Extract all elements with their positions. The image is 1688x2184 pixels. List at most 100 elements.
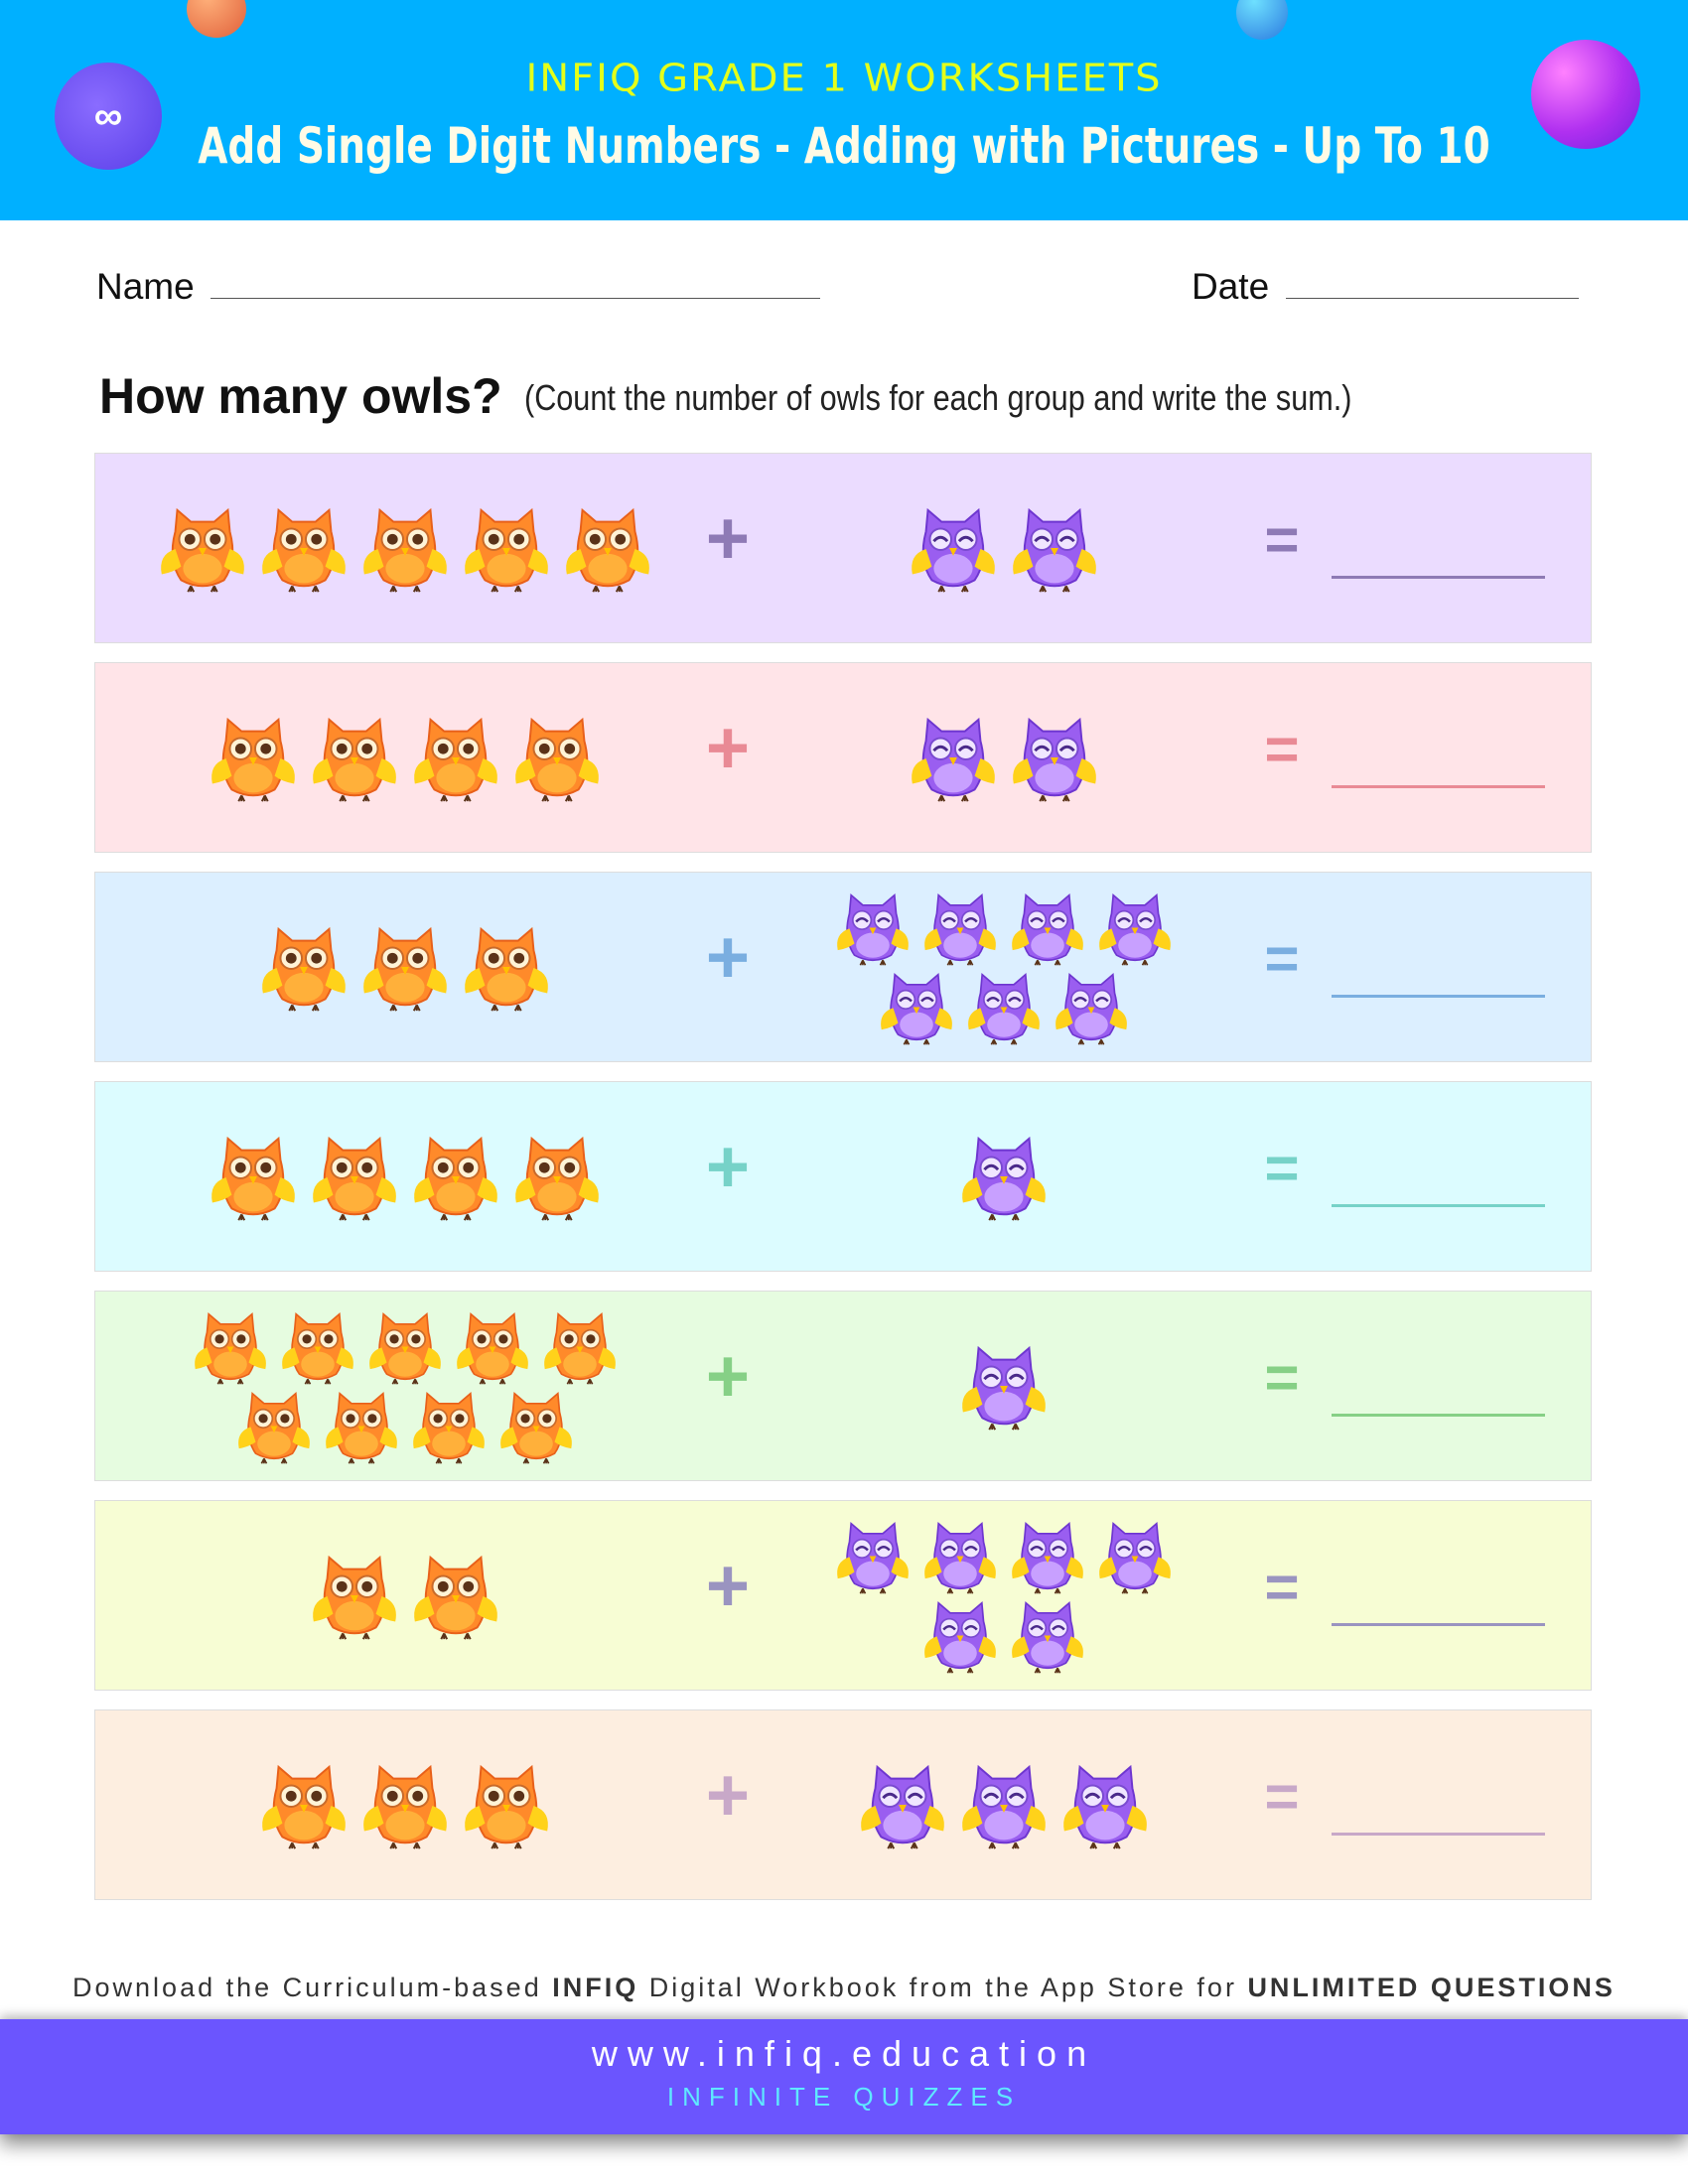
orange-owl-icon <box>262 1765 346 1850</box>
equals-sign: = <box>1264 1554 1300 1620</box>
problem-row: + = <box>94 872 1592 1062</box>
name-label: Name <box>96 266 195 307</box>
equals-sign: = <box>1264 925 1300 992</box>
orange-owl-icon <box>500 1392 572 1464</box>
orange-owl-icon <box>363 508 447 594</box>
orange-owl-group <box>157 873 653 1063</box>
answer-field[interactable] <box>1332 995 1545 998</box>
date-field[interactable] <box>1286 298 1579 299</box>
plus-sign: + <box>705 1753 751 1838</box>
answer-field[interactable] <box>1332 785 1545 788</box>
orange-owl-icon <box>262 927 346 1013</box>
plus-sign: + <box>705 496 751 581</box>
orange-owl-icon <box>282 1312 353 1385</box>
purple-owl-group <box>756 1710 1252 1901</box>
purple-owl-group <box>756 663 1252 854</box>
purple-owl-icon <box>912 718 995 803</box>
infiq-logo-icon: ∞ <box>55 63 162 170</box>
owl-line <box>205 1131 606 1223</box>
decorative-ball <box>187 0 246 38</box>
orange-owl-icon <box>457 1312 528 1385</box>
purple-owl-icon <box>912 508 995 594</box>
purple-owl-group <box>756 454 1252 644</box>
orange-owl-icon <box>326 1392 397 1464</box>
purple-owl-icon <box>861 1765 944 1850</box>
worksheet-title: Add Single Digit Numbers - Adding with P… <box>198 117 1490 175</box>
owl-line <box>255 1759 555 1851</box>
answer-field[interactable] <box>1332 1833 1545 1836</box>
answer-field[interactable] <box>1332 1414 1545 1417</box>
problem-row: + = <box>94 1291 1592 1481</box>
owl-line <box>955 1340 1053 1433</box>
purple-owl-group <box>756 1501 1252 1692</box>
answer-field[interactable] <box>1332 576 1545 579</box>
promo-brand: INFIQ <box>552 1973 639 2002</box>
orange-owl-icon <box>161 508 244 594</box>
owl-line <box>831 888 1177 968</box>
orange-owl-icon <box>211 1137 295 1222</box>
orange-owl-icon <box>195 1312 266 1385</box>
owl-line <box>831 1517 1177 1596</box>
purple-owl-icon <box>837 1522 909 1594</box>
purple-owl-icon <box>924 1522 996 1594</box>
orange-owl-icon <box>413 1392 485 1464</box>
purple-owl-icon <box>1013 508 1096 594</box>
date-label: Date <box>1192 266 1270 307</box>
owl-line <box>306 1550 504 1642</box>
purple-owl-icon <box>1055 973 1127 1045</box>
orange-owl-icon <box>313 718 396 803</box>
answer-field[interactable] <box>1332 1204 1545 1207</box>
promo-text: Download the Curriculum-based INFIQ Digi… <box>0 1973 1688 2003</box>
purple-owl-group <box>756 873 1252 1063</box>
orange-owl-icon <box>414 1556 497 1641</box>
owl-line <box>232 1387 578 1466</box>
equals-sign: = <box>1264 1344 1300 1411</box>
decorative-ball <box>1236 0 1288 40</box>
promo-pre: Download the Curriculum-based <box>72 1973 553 2002</box>
purple-owl-icon <box>962 1137 1046 1222</box>
purple-owl-icon <box>1099 1522 1171 1594</box>
orange-owl-group <box>157 1501 653 1692</box>
orange-owl-group <box>157 1710 653 1901</box>
plus-sign: + <box>705 706 751 790</box>
orange-owl-icon <box>465 927 548 1013</box>
owl-line <box>255 921 555 1014</box>
owl-line <box>205 712 606 804</box>
problem-row: + = <box>94 1081 1592 1272</box>
problem-row: + = <box>94 453 1592 643</box>
orange-owl-icon <box>515 718 599 803</box>
question-heading: How many owls? <box>99 368 502 424</box>
equals-sign: = <box>1264 1135 1300 1201</box>
owl-line <box>918 1596 1089 1676</box>
name-field[interactable] <box>211 298 820 299</box>
promo-mid: Digital Workbook from the App Store for <box>638 1973 1248 2002</box>
equals-sign: = <box>1264 1763 1300 1830</box>
orange-owl-icon <box>544 1312 616 1385</box>
orange-owl-icon <box>313 1556 396 1641</box>
purple-owl-icon <box>1099 893 1171 966</box>
purple-owl-icon <box>962 1346 1046 1432</box>
purple-owl-icon <box>837 893 909 966</box>
orange-owl-icon <box>369 1312 441 1385</box>
orange-owl-icon <box>262 508 346 594</box>
orange-owl-group <box>157 1292 653 1482</box>
problem-row: + = <box>94 1500 1592 1691</box>
answer-field[interactable] <box>1332 1623 1545 1626</box>
orange-owl-icon <box>313 1137 396 1222</box>
orange-owl-group <box>157 663 653 854</box>
orange-owl-icon <box>414 718 497 803</box>
header-banner: ∞ INFIQ GRADE 1 WORKSHEETS Add Single Di… <box>0 0 1688 220</box>
owl-line <box>905 502 1103 595</box>
orange-owl-group <box>157 1082 653 1273</box>
purple-owl-icon <box>1012 1601 1083 1674</box>
question-instruction: (Count the number of owls for each group… <box>524 377 1352 418</box>
plus-sign: + <box>705 1125 751 1209</box>
equals-sign: = <box>1264 716 1300 782</box>
problem-row: + = <box>94 662 1592 853</box>
orange-owl-icon <box>363 927 447 1013</box>
purple-owl-icon <box>1012 893 1083 966</box>
website-link[interactable]: www.infiq.education <box>591 2033 1097 2074</box>
orange-owl-icon <box>465 1765 548 1850</box>
orange-owl-icon <box>414 1137 497 1222</box>
brand-title: INFIQ GRADE 1 WORKSHEETS <box>525 57 1163 100</box>
